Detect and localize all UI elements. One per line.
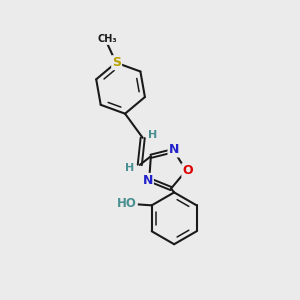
Text: H: H (125, 163, 134, 173)
Text: S: S (112, 56, 121, 69)
Text: HO: HO (117, 197, 137, 210)
Text: N: N (142, 174, 153, 187)
Text: N: N (169, 143, 179, 157)
Text: O: O (182, 164, 193, 177)
Text: H: H (148, 130, 158, 140)
Text: CH₃: CH₃ (98, 34, 117, 44)
